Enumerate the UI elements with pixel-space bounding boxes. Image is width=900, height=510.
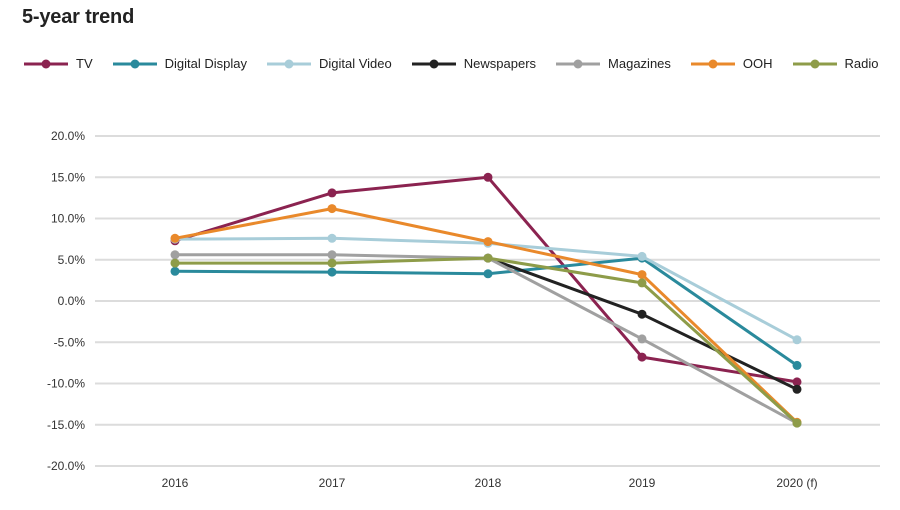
- data-point-tv: [792, 377, 802, 387]
- legend-label: OOH: [742, 56, 773, 71]
- data-point-newspapers: [792, 384, 802, 394]
- legend-item-digital-video: Digital Video: [265, 56, 392, 71]
- y-tick-label: 5.0%: [58, 253, 86, 267]
- data-point-digital-video: [792, 335, 802, 345]
- series-line-tv: [174, 175, 798, 384]
- legend-swatch-digital-video: [267, 59, 311, 68]
- data-point-digital-display: [792, 360, 802, 370]
- data-point-tv: [483, 172, 493, 182]
- legend-swatch-radio: [792, 59, 837, 68]
- y-tick-label: 0.0%: [58, 294, 86, 308]
- data-point-radio: [792, 418, 802, 428]
- legend-item-magazines: Magazines: [554, 56, 671, 71]
- legend-item-newspapers: Newspapers: [410, 56, 536, 71]
- legend-label: Digital Display: [164, 56, 247, 71]
- data-point-digital-display: [327, 267, 337, 277]
- legend-item-radio: Radio: [791, 56, 879, 71]
- y-tick-label: -20.0%: [47, 459, 85, 473]
- data-point-magazines: [637, 334, 647, 344]
- y-tick-label: 20.0%: [51, 129, 85, 143]
- data-point-radio: [170, 258, 180, 268]
- legend-item-tv: TV: [22, 56, 93, 71]
- legend-item-ooh: OOH: [689, 56, 773, 71]
- data-point-digital-video: [327, 233, 337, 243]
- data-point-radio: [483, 253, 493, 263]
- data-point-radio: [327, 258, 337, 268]
- legend-swatch-digital-display: [112, 59, 157, 68]
- data-point-tv: [327, 188, 337, 198]
- data-point-ooh: [170, 233, 180, 243]
- data-point-digital-video: [637, 251, 647, 261]
- data-point-ooh: [483, 237, 493, 247]
- data-point-ooh: [637, 270, 647, 280]
- chart-title: 5-year trend: [22, 6, 135, 28]
- data-point-newspapers: [637, 309, 647, 319]
- data-point-radio: [637, 278, 647, 288]
- legend-item-digital-display: Digital Display: [111, 56, 247, 71]
- legend-swatch-magazines: [556, 59, 601, 68]
- y-tick-label: -5.0%: [54, 335, 86, 349]
- y-tick-label: -10.0%: [47, 377, 85, 391]
- legend-swatch-ooh: [690, 59, 735, 68]
- data-point-magazines: [170, 250, 180, 260]
- y-tick-label: 10.0%: [51, 212, 85, 226]
- legend-label: Newspapers: [463, 56, 537, 71]
- data-point-ooh: [327, 204, 337, 214]
- legend-label: Magazines: [608, 56, 671, 71]
- legend-label: Digital Video: [319, 56, 392, 71]
- legend-swatch-newspapers: [411, 59, 456, 68]
- legend-label: TV: [76, 56, 93, 71]
- chart-legend: TV Digital Display Digital Video Newspapers…: [22, 56, 897, 71]
- series-line-radio: [175, 256, 799, 425]
- data-point-digital-display: [170, 266, 180, 276]
- data-point-tv: [637, 352, 647, 362]
- y-tick-label: -15.0%: [47, 418, 85, 432]
- x-tick-label: 2019: [629, 476, 656, 490]
- x-tick-label: 2018: [475, 476, 502, 490]
- legend-label: Radio: [844, 56, 879, 71]
- x-tick-label: 2020 (f): [776, 476, 817, 490]
- data-point-magazines: [327, 250, 337, 260]
- x-tick-label: 2016: [162, 476, 189, 490]
- y-tick-label: 15.0%: [51, 170, 85, 184]
- x-tick-label: 2017: [319, 476, 346, 490]
- data-point-digital-display: [483, 269, 493, 279]
- legend-swatch-tv: [24, 59, 68, 68]
